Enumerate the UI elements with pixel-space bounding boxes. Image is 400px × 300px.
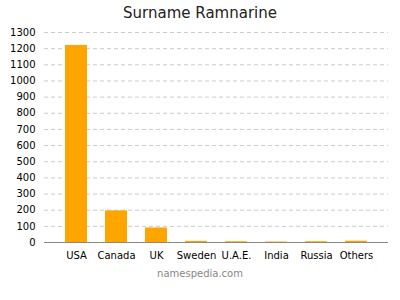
svg-text:Russia: Russia [300, 250, 332, 261]
svg-text:100: 100 [16, 221, 35, 232]
svg-text:1100: 1100 [10, 59, 35, 70]
svg-text:700: 700 [16, 124, 35, 135]
svg-text:200: 200 [16, 204, 35, 215]
svg-text:900: 900 [16, 91, 35, 102]
svg-text:400: 400 [16, 172, 35, 183]
svg-text:800: 800 [16, 107, 35, 118]
svg-text:Sweden: Sweden [177, 250, 217, 261]
svg-text:USA: USA [66, 250, 87, 261]
svg-text:300: 300 [16, 188, 35, 199]
svg-text:1000: 1000 [10, 75, 35, 86]
svg-text:U.A.E.: U.A.E. [222, 250, 252, 261]
svg-text:1300: 1300 [10, 27, 35, 38]
html-text:namespedia.com: namespedia.com [157, 268, 243, 279]
svg-text:1200: 1200 [10, 43, 35, 54]
svg-text:Others: Others [340, 250, 374, 261]
svg-text:Canada: Canada [97, 250, 135, 261]
svg-text:UK: UK [150, 250, 164, 261]
svg-text:600: 600 [16, 140, 35, 151]
svg-text:500: 500 [16, 156, 35, 167]
svg-text:0: 0 [29, 237, 35, 248]
html-text:Surname Ramnarine: Surname Ramnarine [123, 4, 277, 22]
svg-text:India: India [264, 250, 289, 261]
